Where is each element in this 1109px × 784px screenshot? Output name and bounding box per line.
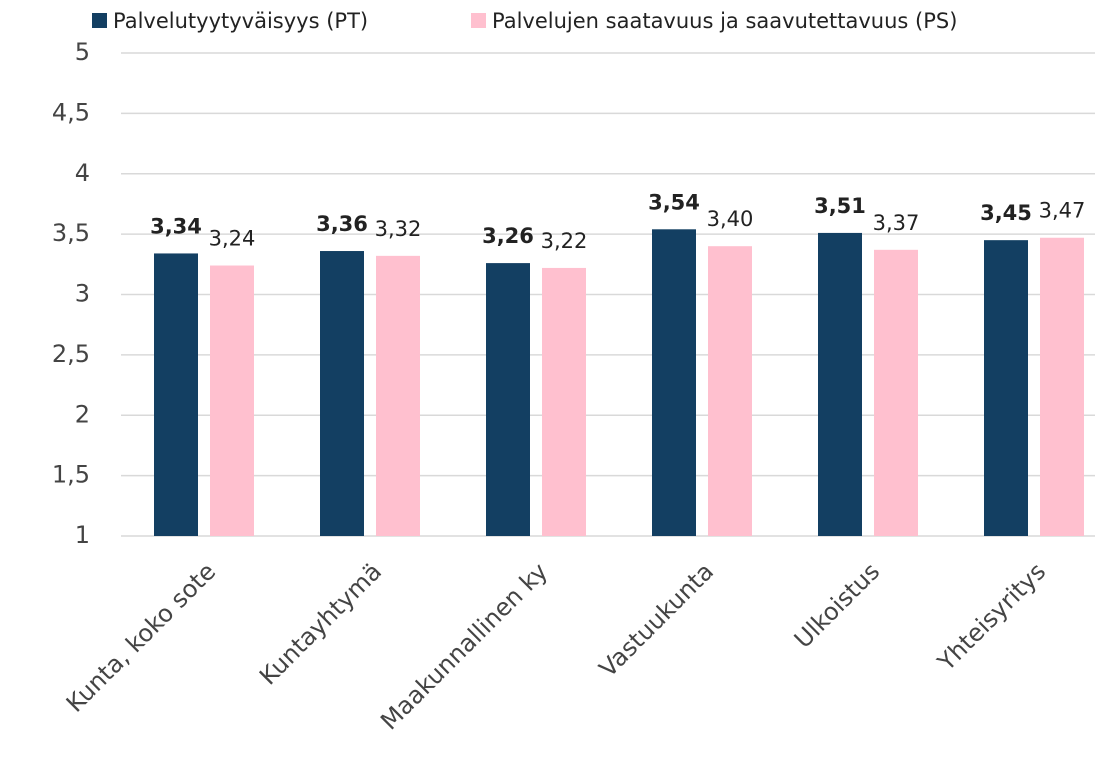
bar	[154, 253, 198, 536]
data-label: 3,54	[648, 190, 700, 214]
bar	[652, 229, 696, 537]
y-tick-label: 1	[75, 521, 90, 549]
bar	[210, 265, 254, 536]
legend-swatch	[471, 13, 486, 28]
bar	[708, 246, 752, 536]
y-tick-label: 2	[75, 400, 90, 428]
data-label: 3,26	[482, 224, 534, 248]
x-tick-label: Kunta, koko sote	[61, 557, 221, 717]
y-tick-label: 3,5	[52, 219, 90, 247]
bar	[376, 255, 420, 537]
bar	[984, 240, 1028, 536]
y-tick-label: 4,5	[52, 98, 90, 126]
legend-swatch	[92, 13, 107, 28]
bar	[542, 267, 586, 536]
legend-label: Palvelutyytyväisyys (PT)	[113, 9, 368, 33]
bar	[320, 251, 364, 536]
x-tick-label: Yhteisyritys	[932, 557, 1052, 677]
bar	[818, 232, 862, 537]
bar	[486, 263, 530, 536]
x-tick-label: Ulkoistus	[789, 557, 885, 653]
y-tick-label: 1,5	[52, 461, 90, 489]
data-label: 3,22	[541, 229, 588, 253]
data-label: 3,40	[707, 207, 754, 231]
y-tick-label: 2,5	[52, 340, 90, 368]
data-label: 3,51	[814, 194, 866, 218]
data-label: 3,24	[209, 227, 256, 251]
x-tick-label: Vastuukunta	[594, 557, 719, 682]
data-label: 3,45	[980, 201, 1032, 225]
data-label: 3,37	[873, 211, 920, 235]
data-label: 3,36	[316, 212, 368, 236]
data-label: 3,34	[150, 214, 202, 238]
bar	[874, 249, 918, 536]
legend-label: Palvelujen saatavuus ja saavutettavuus (…	[492, 9, 957, 33]
data-label: 3,32	[375, 217, 422, 241]
y-tick-label: 5	[75, 38, 90, 66]
y-tick-label: 4	[75, 159, 90, 187]
y-tick-label: 3	[75, 280, 90, 308]
bar	[1040, 237, 1084, 536]
data-label: 3,47	[1039, 199, 1086, 223]
x-tick-label: Maakunnallinen ky	[375, 557, 553, 735]
x-tick-label: Kuntayhtymä	[254, 557, 387, 690]
